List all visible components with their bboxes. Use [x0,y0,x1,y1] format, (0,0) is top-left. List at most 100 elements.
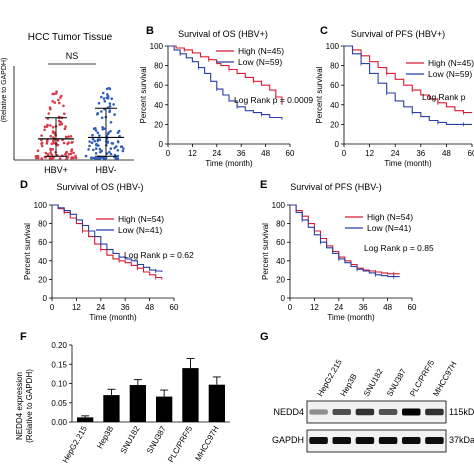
legend-label-low: Low (N=41) [367,223,411,233]
scatter-point [115,145,118,148]
scatter-point [71,140,74,144]
panel-e-xlabel: Time (month) [327,313,375,322]
panel-b-chart: 0 12 24 36 48 60 0 20 40 60 80 100 Time (month) Perce… [139,42,313,168]
y-tick-label: 0 [335,140,340,149]
scatter-point [49,134,53,138]
scatter-point [51,130,55,134]
category-label: MHCC97H [193,424,220,462]
panel-a-chart: HBV+ HBV- [13,66,134,175]
scatter-point [70,156,74,159]
scatter-point [102,127,106,130]
survival-curve-low [52,204,163,272]
panel-letter-f: F [20,331,27,343]
panel-d-title: Survival of OS (HBV-) [56,182,143,192]
y-tick-label: 100 [326,42,340,51]
survival-curve-low [290,204,400,278]
bar [182,368,199,422]
panel-e-log-rank: Log Rank p = 0.85 [364,243,434,253]
lane-label: SNU182 [362,367,385,398]
scatter-point [70,149,73,153]
scatter-point [109,152,113,156]
y-tick-label: 0.00 [51,418,67,427]
panel-f-chart: 0.00 0.05 0.10 0.15 0.20 HepG2.215 Hep3B SNU182… [51,341,230,464]
scatter-point [50,142,54,146]
scatter-point [58,119,61,123]
scatter-point [40,138,43,142]
scatter-point [47,112,51,115]
scatter-point [58,123,61,126]
category-label: HBV- [95,165,116,175]
scatter-point [49,107,52,111]
scatter-point [92,127,96,130]
y-tick-label: 0.20 [51,341,67,350]
scatter-point [96,112,100,115]
x-tick-label: 12 [310,303,319,312]
panel-d-log-rank: Log Rank p = 0.62 [124,250,194,260]
scatter-point [54,92,58,95]
panel-e-title: Survival of PFS (HBV-) [290,182,382,192]
bar [103,395,120,422]
panel-c-chart: 0 12 24 36 48 60 0 20 40 60 80 100 Time (month) Perce… [315,42,474,168]
scatter-point [64,135,68,139]
scatter-point [94,152,98,155]
x-tick-label: 60 [408,303,417,312]
x-tick-label: 48 [145,303,154,312]
panel-d-ylabel: Percent survival [23,223,32,280]
scatter-point [62,141,66,145]
scatter-point [51,148,55,151]
scatter-point [98,138,102,141]
scatter-point [84,154,88,158]
y-tick-label: 60 [330,81,339,90]
scatter-point [101,91,105,95]
panel-letter-e: E [260,179,267,191]
survival-curve-high [168,45,283,105]
scatter-point [103,99,107,103]
blot-band-gapdh [309,437,328,444]
blot-band-nedd4 [332,408,352,416]
x-tick-label: 0 [342,149,347,158]
category-label: SNU182 [119,424,142,455]
blot-label-nedd4: NEDD4 [273,407,304,417]
panel-d-chart: 0 12 24 36 48 60 0 20 40 60 80 100 Time (month) Perce… [23,201,194,322]
y-tick-label: 100 [272,201,286,210]
scatter-point [97,101,101,105]
blot-band-nedd4 [378,409,398,415]
x-tick-label: 60 [468,149,474,158]
category-label: Hep3B [95,425,115,451]
x-tick-label: 36 [121,303,130,312]
legend-label-high: High (N=45) [238,46,284,56]
bar [77,417,94,422]
scatter-point [87,148,90,151]
scatter-point [56,139,60,142]
scatter-point [50,157,53,160]
scatter-point [53,101,57,104]
scatter-point [100,110,103,113]
scatter-point [88,140,91,143]
scatter-point [97,156,101,159]
scatter-point [112,103,115,106]
scatter-point [65,157,68,160]
blot-frame-gapdh [306,429,447,453]
scatter-point [116,140,120,143]
x-tick-label: 60 [170,303,179,312]
y-tick-label: 40 [276,257,285,266]
y-tick-label: 20 [154,120,163,129]
scatter-point [59,96,62,99]
scatter-point [62,104,65,108]
blot-band-gapdh [425,437,444,444]
category-label: PLC/PRF/5 [166,424,194,464]
scatter-point [92,148,95,152]
scatter-point [58,101,61,105]
x-tick-label: 36 [237,149,246,158]
panel-a-ns-label: NS [66,51,79,61]
blot-band-nedd4 [355,408,375,416]
scatter-point [94,147,98,150]
scatter-point [95,142,98,146]
y-tick-label: 60 [38,238,47,247]
x-tick-label: 0 [166,149,171,158]
panel-c-xlabel: Time (month) [384,159,432,168]
panel-d-xlabel: Time (month) [89,313,137,322]
bar [208,384,225,422]
x-tick-label: 12 [188,149,197,158]
panel-e-ylabel: Percent survival [261,223,270,280]
